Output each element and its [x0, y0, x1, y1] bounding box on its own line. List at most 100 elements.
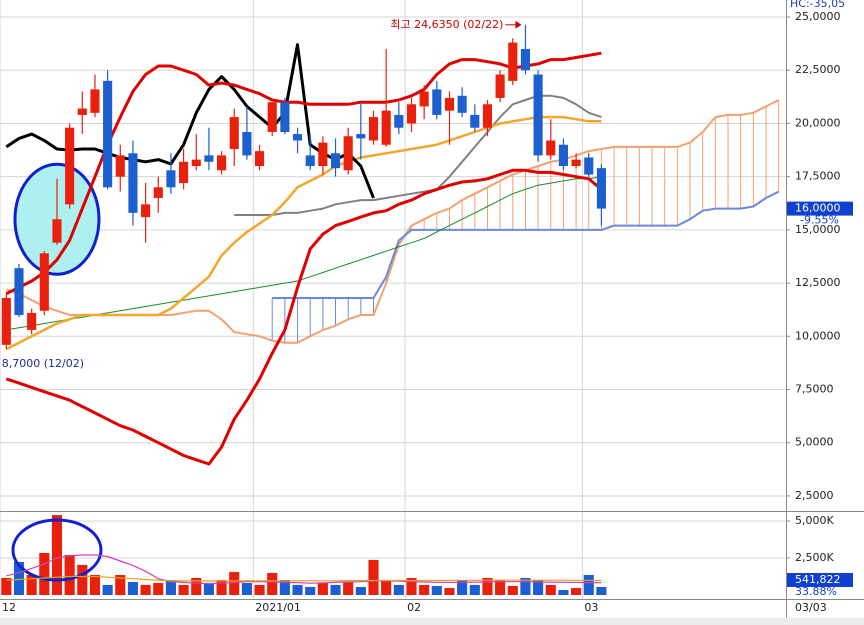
volume-average-line — [6, 554, 602, 585]
axis-panel — [786, 0, 864, 618]
candle-body — [77, 108, 87, 115]
candle-body — [381, 110, 391, 145]
y-tick-label: 22,5000 — [795, 63, 841, 76]
candle-body — [356, 134, 366, 139]
x-tick-label: 12 — [2, 601, 16, 614]
x-tick-label: 03/03 — [795, 601, 827, 614]
candle-body — [292, 134, 303, 141]
volume-bar — [343, 581, 354, 595]
volume-bar — [279, 580, 290, 595]
candle-body — [368, 117, 379, 141]
y-tick-label: 17,5000 — [795, 170, 841, 183]
volume-bar — [115, 575, 126, 595]
volume-bar — [444, 588, 455, 595]
volume-bar — [368, 559, 379, 595]
y-tick-label: 5,0000 — [795, 436, 834, 449]
volume-bar — [203, 584, 214, 595]
last-price-label: 16,0000 — [795, 202, 841, 215]
candle-body — [508, 42, 518, 81]
candle-body — [90, 89, 100, 113]
volume-bar — [229, 572, 240, 595]
volume-bar — [495, 580, 506, 595]
candle-body — [305, 155, 315, 167]
volume-bar — [419, 584, 430, 595]
volume-bar — [39, 552, 50, 595]
highlight-circle — [11, 518, 103, 582]
candle-body — [1, 297, 11, 345]
candle-body — [153, 187, 163, 198]
candle-body — [406, 104, 417, 124]
volume-bar — [153, 583, 164, 595]
plot-layer: 최고 24,6350 (02/22) 최저 8,7000 (12/02) — [0, 0, 785, 599]
volume-bar — [457, 580, 468, 595]
candle-body — [558, 144, 568, 167]
candle-body — [280, 102, 290, 132]
volume-average-line — [6, 575, 602, 582]
y-tick-label: 15,0000 — [795, 223, 841, 236]
y-tick-label: 20,0000 — [795, 116, 841, 129]
volume-bar — [469, 584, 480, 595]
candle-body — [179, 161, 189, 184]
volume-change-label: 33.88% — [795, 585, 837, 598]
volume-bar — [26, 575, 37, 595]
candle-body — [267, 102, 277, 132]
volume-bar — [330, 584, 341, 595]
x-axis-panel — [0, 600, 786, 618]
volume-bar — [596, 586, 607, 595]
header-text: HC:-35,05 — [790, 0, 845, 10]
indicator-line — [5, 115, 602, 351]
indicator-line — [6, 176, 602, 331]
candle-body — [229, 117, 239, 149]
y-tick-label: 10,0000 — [795, 329, 841, 342]
candle-body — [444, 97, 455, 111]
candle-body — [546, 140, 556, 156]
axis-layer: 25,0000 22,5000 20,0000 17,5000 15,0000 12,50… — [2, 10, 853, 614]
low-note: 최저 8,7000 (12/02) — [0, 357, 84, 370]
candle-body — [128, 153, 138, 213]
y-tick-label: 5,000K — [795, 514, 834, 527]
candle-body — [39, 253, 49, 311]
candle-body — [217, 155, 227, 171]
volume-bar — [507, 585, 518, 595]
volume-bar — [317, 583, 328, 595]
leading-span-line — [272, 190, 780, 299]
last-change-label: -9.55% — [800, 214, 839, 227]
volume-bar — [545, 584, 556, 595]
x-tick-label: 2021/01 — [255, 601, 301, 614]
candle-body — [432, 89, 442, 115]
volume-bar — [127, 581, 139, 595]
candle-body — [584, 157, 594, 175]
candle-body — [141, 204, 151, 218]
candle-body — [533, 74, 543, 156]
last-volume-label: 541,822 — [795, 573, 841, 586]
candle-body — [596, 168, 606, 209]
candle-body — [330, 153, 341, 169]
toolbar-strip — [0, 618, 864, 625]
volume-bar — [533, 580, 544, 595]
volume-bar — [1, 577, 12, 595]
candle-body — [254, 151, 265, 167]
volume-bar — [89, 575, 101, 595]
candle-body — [103, 80, 113, 188]
volume-bar — [406, 577, 417, 595]
volume-bar — [191, 577, 202, 595]
volume-bar — [558, 589, 569, 595]
volume-bar — [77, 564, 88, 595]
y-tick-label: 12,5000 — [795, 276, 841, 289]
candle-body — [419, 91, 429, 107]
volume-bar — [216, 580, 227, 595]
volume-bar — [482, 577, 493, 595]
volume-bar — [140, 584, 151, 595]
volume-bar — [431, 585, 442, 595]
candle-body — [14, 268, 24, 316]
volume-bar — [381, 580, 392, 595]
volume-bar — [305, 587, 316, 595]
candle-body — [457, 95, 467, 113]
volume-bar — [165, 580, 176, 595]
volume-bar — [51, 515, 63, 595]
volume-bar — [241, 583, 252, 595]
candle-body — [115, 155, 125, 177]
last-volume-box — [787, 572, 853, 587]
